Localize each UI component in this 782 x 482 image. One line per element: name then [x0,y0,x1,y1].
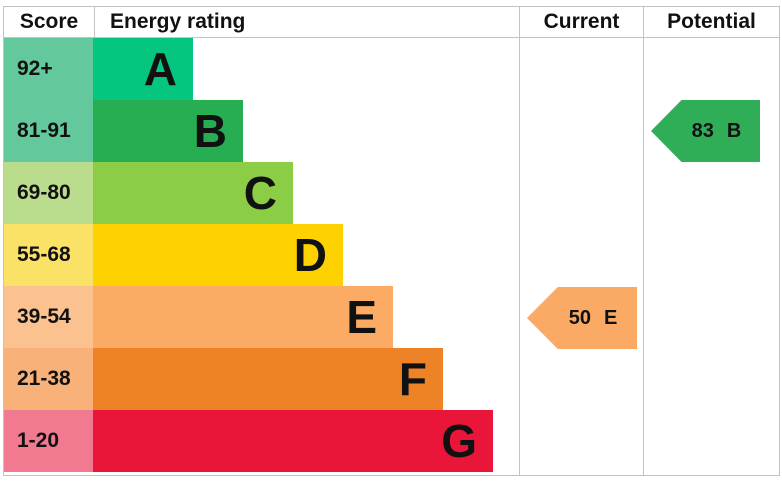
score-range-g: 1-20 [4,410,93,472]
header-divider-line [3,37,780,38]
column-header-score: Score [19,10,79,33]
score-range-f: 21-38 [4,348,93,410]
band-bar-d: D [93,224,343,286]
column-header-potential: Potential [667,10,756,33]
column-header-current: Current [543,10,620,33]
band-bar-a: A [93,38,193,100]
column-header-energy-rating: Energy rating [110,10,246,33]
potential-rating-band: B [726,119,742,142]
band-letter-g: G [441,415,477,467]
score-range-b: 81-91 [4,100,93,162]
band-bar-g: G [93,410,493,472]
band-bar-c: C [93,162,293,224]
score-range-d: 55-68 [4,224,93,286]
score-range-c: 69-80 [4,162,93,224]
band-letter-c: C [243,167,277,219]
band-letter-d: D [293,229,327,281]
band-bar-f: F [93,348,443,410]
band-bar-e: E [93,286,393,348]
band-letter-b: B [193,105,227,157]
score-range-a: 92+ [4,38,93,100]
chart-outer-border [3,6,780,476]
band-letter-a: A [143,43,177,95]
potential-column-divider [643,6,644,476]
score-column-divider [94,6,95,37]
current-rating-band: E [603,306,618,329]
potential-rating-value: 83 [691,119,714,142]
current-column-divider [519,6,520,476]
current-rating-value: 50 [568,306,591,329]
band-letter-e: E [346,291,377,343]
band-bar-b: B [93,100,243,162]
score-range-e: 39-54 [4,286,93,348]
band-letter-f: F [398,353,427,405]
